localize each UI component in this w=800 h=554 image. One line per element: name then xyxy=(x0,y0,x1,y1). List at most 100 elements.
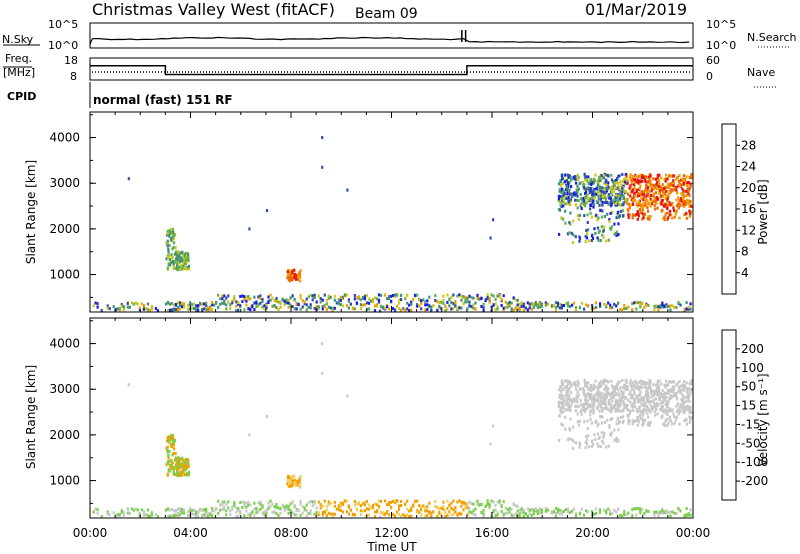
velocity-cell xyxy=(502,512,505,516)
power-cell xyxy=(400,293,403,297)
velocity-cell xyxy=(599,384,603,388)
velocity-cell xyxy=(486,501,489,505)
velocity-cell xyxy=(603,431,606,435)
velocity-cell xyxy=(642,412,645,415)
velocity-cell xyxy=(570,509,574,513)
velocity-cell xyxy=(167,469,170,472)
velocity-cell xyxy=(683,513,686,517)
velocity-cell xyxy=(384,512,387,516)
velocity-cell xyxy=(574,404,577,408)
power-cell xyxy=(286,273,289,277)
power-cell xyxy=(575,198,579,202)
velocity-cell xyxy=(247,513,250,517)
velocity-cell xyxy=(683,384,686,388)
velocity-cell xyxy=(559,386,562,390)
power-cell xyxy=(355,296,358,300)
velocity-cell xyxy=(373,515,377,519)
power-cell xyxy=(217,293,220,297)
power-cell xyxy=(655,304,658,308)
power-cell xyxy=(689,302,692,306)
velocity-cell xyxy=(166,514,170,518)
power-cell xyxy=(488,300,491,304)
power-cell xyxy=(482,302,485,306)
power-cell xyxy=(176,258,179,262)
power-cell xyxy=(595,199,598,203)
power-cell xyxy=(247,307,250,311)
power-cell xyxy=(333,298,336,302)
power-cell xyxy=(267,295,270,299)
velocity-cell xyxy=(544,509,547,513)
velocity-cell xyxy=(452,508,455,512)
velocity-cell xyxy=(229,513,232,516)
velocity-cell xyxy=(580,507,584,511)
velocity-cell xyxy=(614,407,617,411)
power-cell xyxy=(597,194,600,198)
power-cell xyxy=(426,299,429,303)
velocity-cell xyxy=(211,514,214,518)
velocity-cell xyxy=(594,437,597,441)
power-cell xyxy=(656,181,659,185)
velocity-cell xyxy=(365,507,369,511)
power-cell xyxy=(182,253,185,257)
velocity-cell xyxy=(562,395,565,399)
power-cell xyxy=(317,294,320,298)
velocity-cell xyxy=(668,419,671,423)
power-cell xyxy=(414,293,417,297)
power-cell xyxy=(396,293,399,297)
velocity-cell xyxy=(167,461,170,465)
velocity-cell xyxy=(599,400,602,404)
power-cell xyxy=(408,303,411,307)
velocity-cell xyxy=(651,389,654,393)
velocity-cell xyxy=(174,456,177,460)
power-cell xyxy=(181,250,184,254)
power-cell xyxy=(601,200,604,204)
velocity-cell xyxy=(181,511,184,515)
power-cell xyxy=(558,306,561,310)
velocity-cell xyxy=(420,505,423,509)
power-cell xyxy=(647,209,650,213)
power-cell xyxy=(570,303,574,307)
power-cell xyxy=(666,197,669,201)
power-cell xyxy=(361,303,365,307)
velocity-cell xyxy=(656,379,659,383)
noise-left-tick-bottom: 10^0 xyxy=(48,39,78,52)
velocity-cell xyxy=(168,459,172,463)
velocity-cell xyxy=(476,499,479,503)
velocity-cell xyxy=(375,509,379,513)
velocity-cell xyxy=(650,395,653,399)
power-cell xyxy=(669,308,672,312)
velocity-cell xyxy=(227,500,230,504)
power-cell xyxy=(679,183,682,187)
power-cell xyxy=(367,297,371,301)
power-cell xyxy=(592,196,596,200)
power-cell xyxy=(174,302,178,306)
velocity-cell xyxy=(652,383,655,387)
power-cell xyxy=(558,189,561,193)
velocity-cell xyxy=(627,398,630,402)
power-cell xyxy=(168,302,172,306)
velocity-cell xyxy=(225,509,228,513)
power-cell xyxy=(299,275,302,279)
power-cell xyxy=(496,305,499,309)
power-cell xyxy=(677,301,680,304)
power-cell xyxy=(578,305,582,309)
power-cell xyxy=(685,216,689,220)
power-cell xyxy=(647,215,650,219)
power-cell xyxy=(394,294,397,298)
velocity-cell xyxy=(267,501,270,505)
velocity-cell xyxy=(597,389,600,393)
velocity-cell xyxy=(223,500,226,504)
velocity-cell xyxy=(612,386,615,390)
power-cell xyxy=(275,306,278,310)
power-cell xyxy=(462,302,465,306)
velocity-cell xyxy=(253,501,256,505)
power-cell xyxy=(576,173,579,177)
x-axis-labels: 00:00 04:00 08:00 12:00 16:00 20:00 00:00 xyxy=(73,526,711,540)
power-cell xyxy=(446,307,449,311)
power-cell xyxy=(638,187,641,191)
velocity-cell xyxy=(484,505,487,509)
velocity-cell xyxy=(327,500,330,504)
velocity-cell xyxy=(661,396,664,400)
power-cell xyxy=(623,189,626,193)
velocity-cell xyxy=(636,384,639,388)
